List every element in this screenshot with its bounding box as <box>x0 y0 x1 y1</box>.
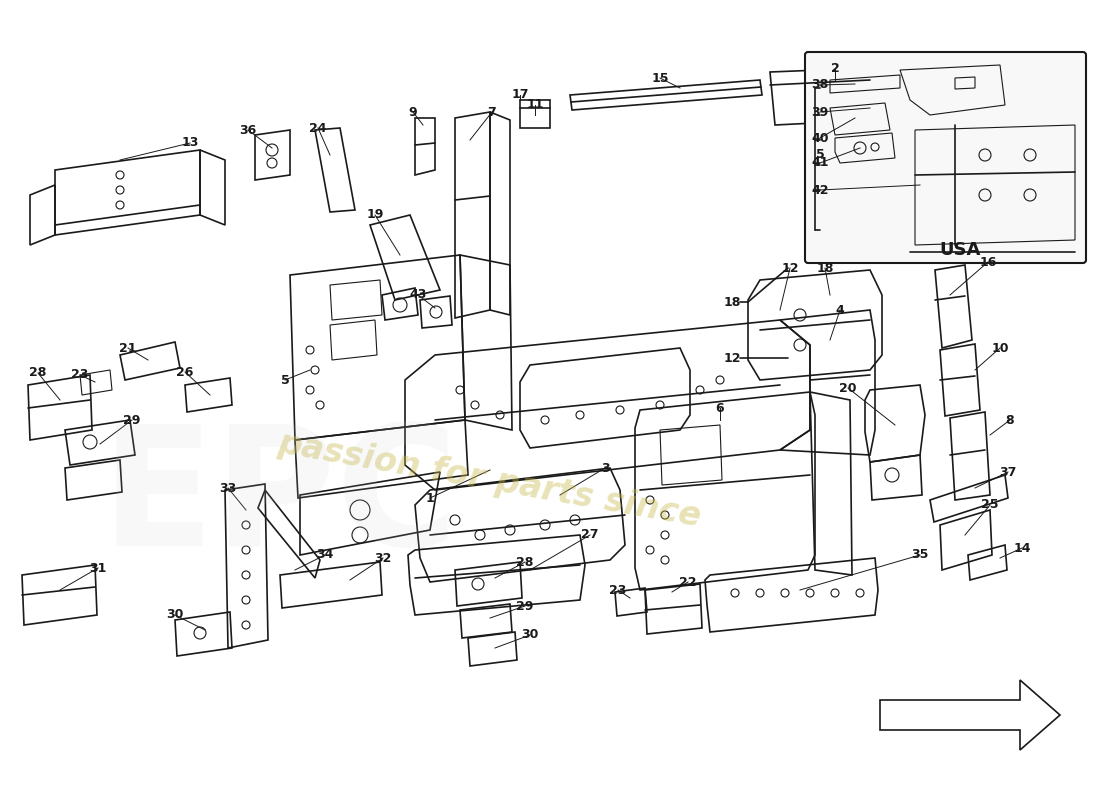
Text: passion for parts since: passion for parts since <box>276 426 704 534</box>
Text: 21: 21 <box>119 342 136 354</box>
Text: 12: 12 <box>724 351 740 365</box>
Text: 4: 4 <box>836 303 845 317</box>
Text: 11: 11 <box>526 98 543 111</box>
Text: 27: 27 <box>581 529 598 542</box>
Text: 5: 5 <box>815 149 824 162</box>
Text: 17: 17 <box>512 89 529 102</box>
Text: 33: 33 <box>219 482 236 494</box>
Text: 30: 30 <box>521 629 539 642</box>
Text: 38: 38 <box>812 78 828 91</box>
Text: 29: 29 <box>123 414 141 426</box>
FancyBboxPatch shape <box>805 52 1086 263</box>
Text: EPC: EPC <box>101 418 459 582</box>
Text: 28: 28 <box>516 555 534 569</box>
Text: 23: 23 <box>609 583 627 597</box>
Text: 35: 35 <box>911 549 928 562</box>
Text: 13: 13 <box>182 137 199 150</box>
Text: 43: 43 <box>409 289 427 302</box>
Text: 8: 8 <box>1005 414 1014 426</box>
Text: 14: 14 <box>1013 542 1031 554</box>
Text: 9: 9 <box>409 106 417 118</box>
Text: 31: 31 <box>89 562 107 574</box>
Text: 3: 3 <box>601 462 609 474</box>
Text: 37: 37 <box>999 466 1016 478</box>
Text: 12: 12 <box>781 262 799 274</box>
Text: 29: 29 <box>516 599 534 613</box>
Text: 16: 16 <box>979 255 997 269</box>
Text: 36: 36 <box>240 123 256 137</box>
Text: 15: 15 <box>651 71 669 85</box>
Text: USA: USA <box>939 241 981 259</box>
Text: 6: 6 <box>716 402 724 414</box>
Text: 40: 40 <box>812 131 828 145</box>
Text: 20: 20 <box>839 382 857 394</box>
Text: 32: 32 <box>374 551 392 565</box>
Text: 39: 39 <box>812 106 828 118</box>
Text: 18: 18 <box>816 262 834 274</box>
Text: 7: 7 <box>487 106 496 118</box>
Text: 19: 19 <box>366 209 384 222</box>
Text: 34: 34 <box>317 549 333 562</box>
Text: 23: 23 <box>72 369 89 382</box>
Text: 10: 10 <box>991 342 1009 354</box>
Text: 24: 24 <box>309 122 327 134</box>
Text: 26: 26 <box>176 366 194 378</box>
Text: 18: 18 <box>724 295 740 309</box>
Text: 1: 1 <box>426 491 434 505</box>
Text: 28: 28 <box>30 366 46 379</box>
Text: 5: 5 <box>280 374 289 386</box>
Text: 42: 42 <box>812 183 828 197</box>
Text: 25: 25 <box>981 498 999 511</box>
Text: 41: 41 <box>812 157 828 170</box>
Text: 2: 2 <box>830 62 839 74</box>
Text: 30: 30 <box>166 609 184 622</box>
Text: 22: 22 <box>680 575 696 589</box>
